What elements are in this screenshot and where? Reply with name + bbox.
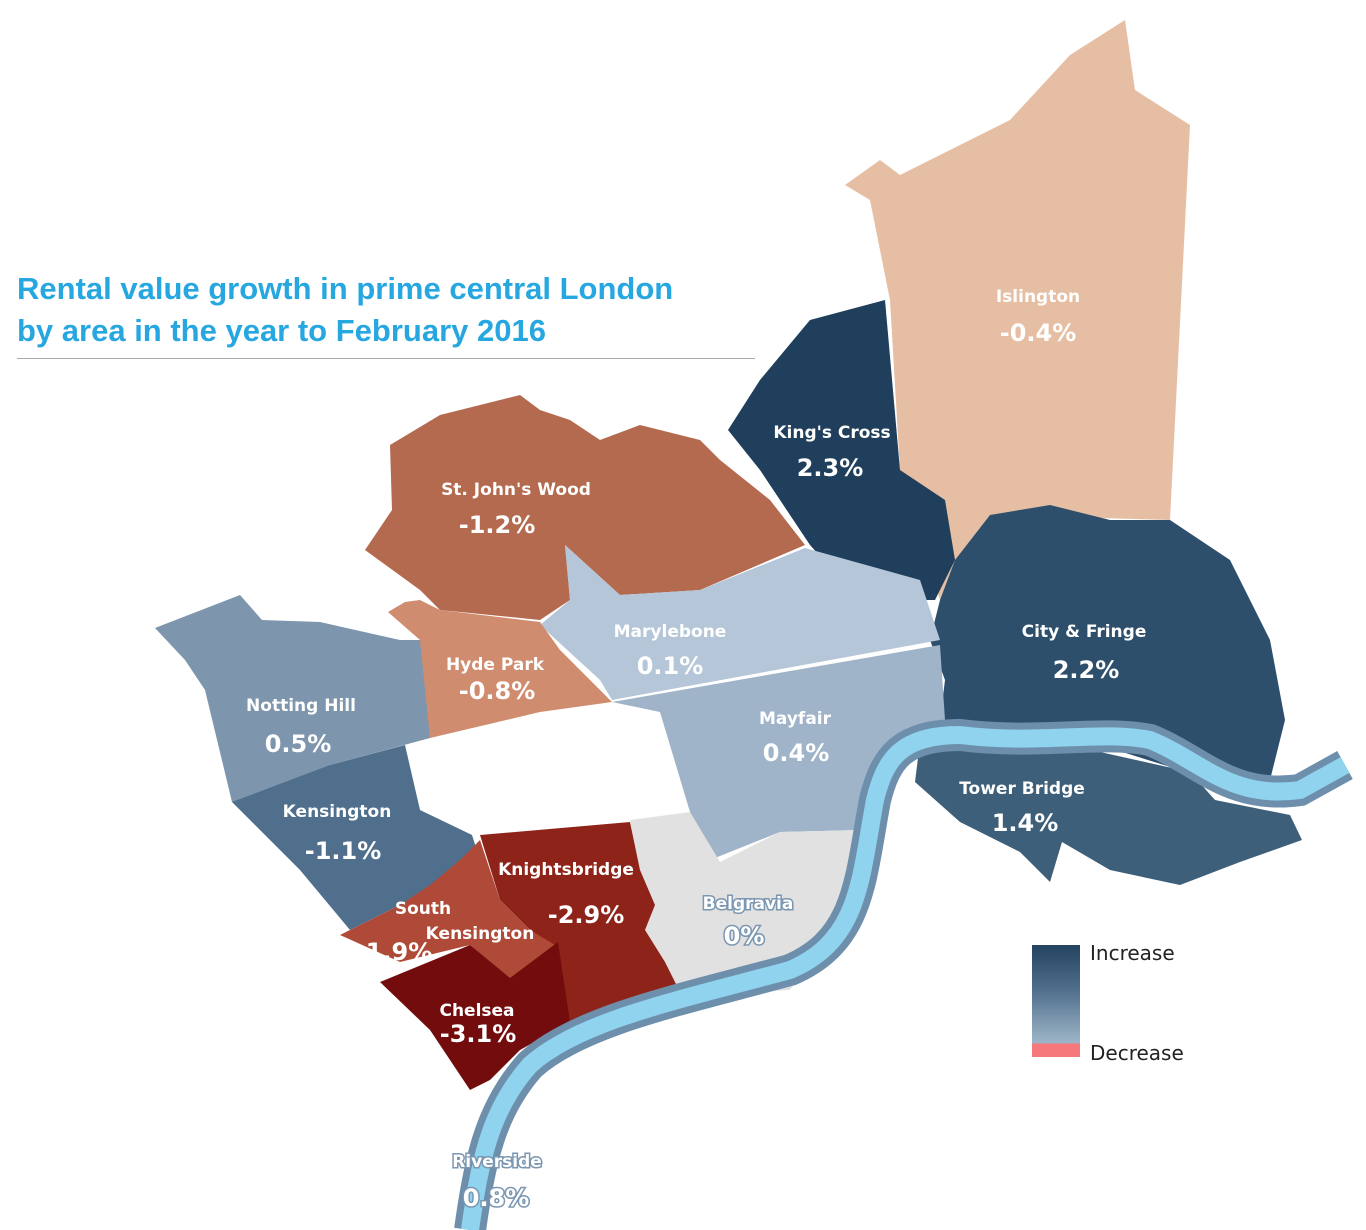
label-city-fringe-value: 2.2%	[1053, 656, 1120, 684]
area-hyde-park[interactable]	[388, 600, 612, 738]
title-line-2: by area in the year to February 2016	[17, 313, 546, 348]
area-knightsbridge[interactable]	[480, 822, 682, 1022]
label-kings-cross-name: King's Cross	[773, 423, 890, 443]
label-mayfair-name: Mayfair	[759, 709, 832, 729]
label-knightsbridge-value: -2.9%	[548, 901, 625, 929]
label-kings-cross-value: 2.3%	[797, 454, 864, 482]
map-title: Rental value growth in prime central Lon…	[17, 268, 673, 352]
area-city-fringe[interactable]	[930, 505, 1285, 790]
area-islington[interactable]	[845, 20, 1190, 600]
label-city-fringe-name: City & Fringe	[1022, 622, 1147, 642]
label-south-kensington-value: -1.9%	[356, 938, 433, 966]
area-tower-bridge[interactable]	[915, 742, 1302, 885]
legend-color-scale	[1032, 945, 1080, 1057]
label-st-johns-wood-name: St. John's Wood	[441, 480, 591, 500]
river-thames	[461, 725, 1350, 1230]
label-chelsea-name: Chelsea	[439, 1001, 514, 1021]
label-marylebone-name: Marylebone	[614, 622, 727, 642]
title-line-1: Rental value growth in prime central Lon…	[17, 271, 674, 306]
label-riverside-name: Riverside	[452, 1152, 542, 1172]
label-marylebone-value: 0.1%	[637, 652, 704, 680]
area-notting-hill[interactable]	[155, 595, 430, 802]
area-labels: Islington -0.4% King's Cross 2.3% St. Jo…	[246, 287, 1147, 1214]
label-notting-hill-name: Notting Hill	[246, 696, 356, 716]
label-south-kensington-name-1: South	[395, 899, 451, 919]
label-st-johns-wood-value: -1.2%	[459, 511, 536, 539]
area-chelsea[interactable]	[380, 942, 570, 1090]
area-kensington[interactable]	[232, 745, 480, 930]
label-islington-name: Islington	[996, 287, 1080, 307]
label-islington-value: -0.4%	[1000, 319, 1077, 347]
label-mayfair-value: 0.4%	[763, 739, 830, 767]
area-st-johns-wood[interactable]	[365, 395, 805, 620]
label-riverside-value: 0.8%	[463, 1184, 530, 1212]
label-kensington-value: -1.1%	[305, 837, 382, 865]
legend-decrease-label: Decrease	[1090, 1041, 1184, 1065]
label-hyde-park-name: Hyde Park	[446, 655, 545, 675]
legend: Increase Decrease	[1032, 941, 1184, 1065]
label-belgravia-value: 0%	[724, 922, 765, 950]
legend-increase-label: Increase	[1090, 941, 1175, 965]
label-notting-hill-value: 0.5%	[265, 730, 332, 758]
area-south-kensington[interactable]	[340, 840, 555, 980]
label-south-kensington-name-2: Kensington	[426, 924, 535, 944]
area-marylebone[interactable]	[540, 545, 940, 700]
label-knightsbridge-name: Knightsbridge	[498, 860, 634, 880]
title-divider	[17, 358, 755, 359]
label-belgravia-name: Belgravia	[703, 894, 794, 914]
label-tower-bridge-name: Tower Bridge	[959, 779, 1085, 799]
label-chelsea-value: -3.1%	[440, 1020, 517, 1048]
area-kings-cross[interactable]	[728, 300, 955, 600]
label-kensington-name: Kensington	[283, 802, 392, 822]
label-hyde-park-value: -0.8%	[459, 677, 536, 705]
label-tower-bridge-value: 1.4%	[992, 809, 1059, 837]
